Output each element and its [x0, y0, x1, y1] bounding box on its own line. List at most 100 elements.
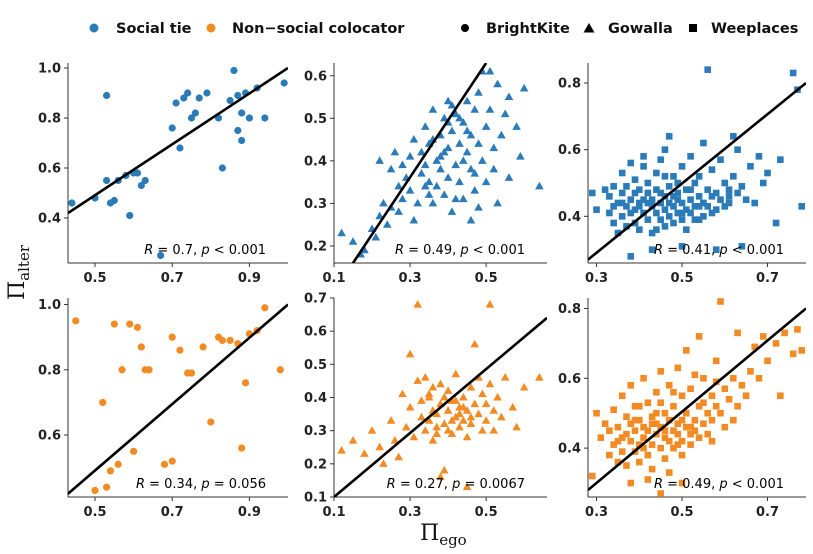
data-point	[440, 147, 449, 156]
data-point	[99, 398, 107, 406]
data-point	[618, 199, 626, 207]
data-point	[755, 153, 763, 160]
data-point	[195, 94, 203, 102]
data-point	[683, 409, 690, 417]
data-point	[398, 160, 407, 169]
data-point	[644, 476, 652, 483]
data-point	[623, 430, 630, 438]
data-point	[712, 206, 720, 213]
stat-r-value: = 0.34,	[145, 477, 201, 492]
legend: Social tie Non−social colocator BrightKi…	[89, 21, 798, 37]
data-point	[610, 203, 617, 210]
data-point	[614, 437, 622, 445]
data-point	[610, 219, 617, 227]
data-point	[417, 169, 426, 177]
data-point	[382, 220, 392, 228]
y-tick-label: 0.3	[304, 197, 327, 212]
data-point	[474, 203, 483, 211]
data-point	[241, 379, 250, 387]
x-axis-title: Πego	[420, 521, 467, 549]
stats-annotation: R = 0.49, p < 0.001	[395, 243, 525, 258]
data-point	[168, 333, 176, 341]
y-tick-label: 0.5	[304, 112, 327, 127]
data-point	[653, 169, 660, 177]
data-point	[428, 198, 438, 207]
data-point	[409, 134, 419, 143]
data-point	[413, 300, 422, 308]
data-point	[280, 79, 288, 87]
data-point	[657, 399, 664, 407]
y-tick-label: 0.8	[558, 77, 581, 92]
data-point	[657, 156, 664, 163]
data-point	[367, 426, 377, 434]
data-point	[102, 483, 111, 491]
data-point	[700, 199, 707, 207]
data-point	[187, 114, 196, 122]
data-point	[657, 216, 664, 223]
data-point	[234, 91, 242, 100]
data-point	[516, 152, 525, 160]
data-point	[648, 420, 656, 427]
data-point	[653, 209, 660, 217]
data-point	[180, 94, 188, 102]
data-point	[738, 381, 746, 389]
data-point	[432, 156, 441, 164]
data-point	[386, 416, 396, 424]
data-point	[102, 176, 111, 185]
data-point	[687, 196, 694, 203]
panel-gowalla-nonsocial: 0.1 0.3 0.5 0.1 0.2 0.3 0.4 0.5 0.6 0.7 R = 0.27, …	[304, 292, 547, 520]
data-point	[489, 426, 499, 434]
data-point	[648, 246, 656, 253]
data-point	[606, 451, 613, 459]
y-tick-label: 0.4	[558, 442, 581, 457]
data-point	[614, 423, 622, 431]
data-point	[337, 445, 346, 454]
data-point	[623, 203, 630, 210]
data-point	[653, 420, 660, 427]
data-point	[627, 479, 635, 487]
data-point	[759, 179, 767, 187]
panel-brightkite-social: 0.5 0.7 0.9 0.4 0.6 0.8 1.0 R = 0.7, p < 0.001	[38, 62, 288, 286]
legend-non-social-label: Non−social colocator	[232, 21, 405, 37]
x-tick-label: 0.5	[84, 505, 107, 520]
data-point	[700, 374, 707, 382]
data-point	[606, 209, 613, 217]
data-point	[618, 434, 626, 441]
data-point	[764, 169, 771, 177]
data-point	[133, 323, 142, 331]
data-point	[730, 133, 737, 140]
data-point	[436, 472, 445, 481]
data-point	[614, 229, 622, 237]
data-point	[648, 196, 656, 203]
data-point	[481, 177, 491, 186]
data-point	[276, 366, 284, 374]
data-point	[721, 203, 729, 210]
data-point	[627, 381, 635, 389]
data-point	[627, 159, 635, 167]
data-point	[466, 130, 476, 139]
data-point	[504, 92, 514, 101]
data-point	[443, 173, 453, 181]
y-tick-label: 0.4	[304, 391, 327, 406]
data-point	[379, 459, 388, 467]
data-point	[717, 298, 724, 305]
x-tick-label: 0.7	[756, 505, 779, 520]
data-point	[512, 122, 521, 130]
data-point	[704, 430, 711, 438]
data-point	[474, 139, 483, 147]
data-point	[742, 392, 750, 400]
data-point	[631, 189, 639, 197]
data-point	[653, 388, 660, 396]
data-point	[644, 199, 652, 207]
data-point	[593, 206, 600, 213]
x-tick-label: 0.9	[238, 505, 261, 520]
data-point	[627, 209, 635, 217]
data-point	[798, 203, 806, 210]
data-point	[661, 223, 669, 230]
data-point	[114, 460, 122, 468]
y-tick-label: 0.6	[304, 69, 327, 84]
data-point	[734, 329, 741, 337]
data-point	[455, 409, 464, 418]
data-point	[721, 423, 729, 431]
data-point	[481, 122, 491, 130]
